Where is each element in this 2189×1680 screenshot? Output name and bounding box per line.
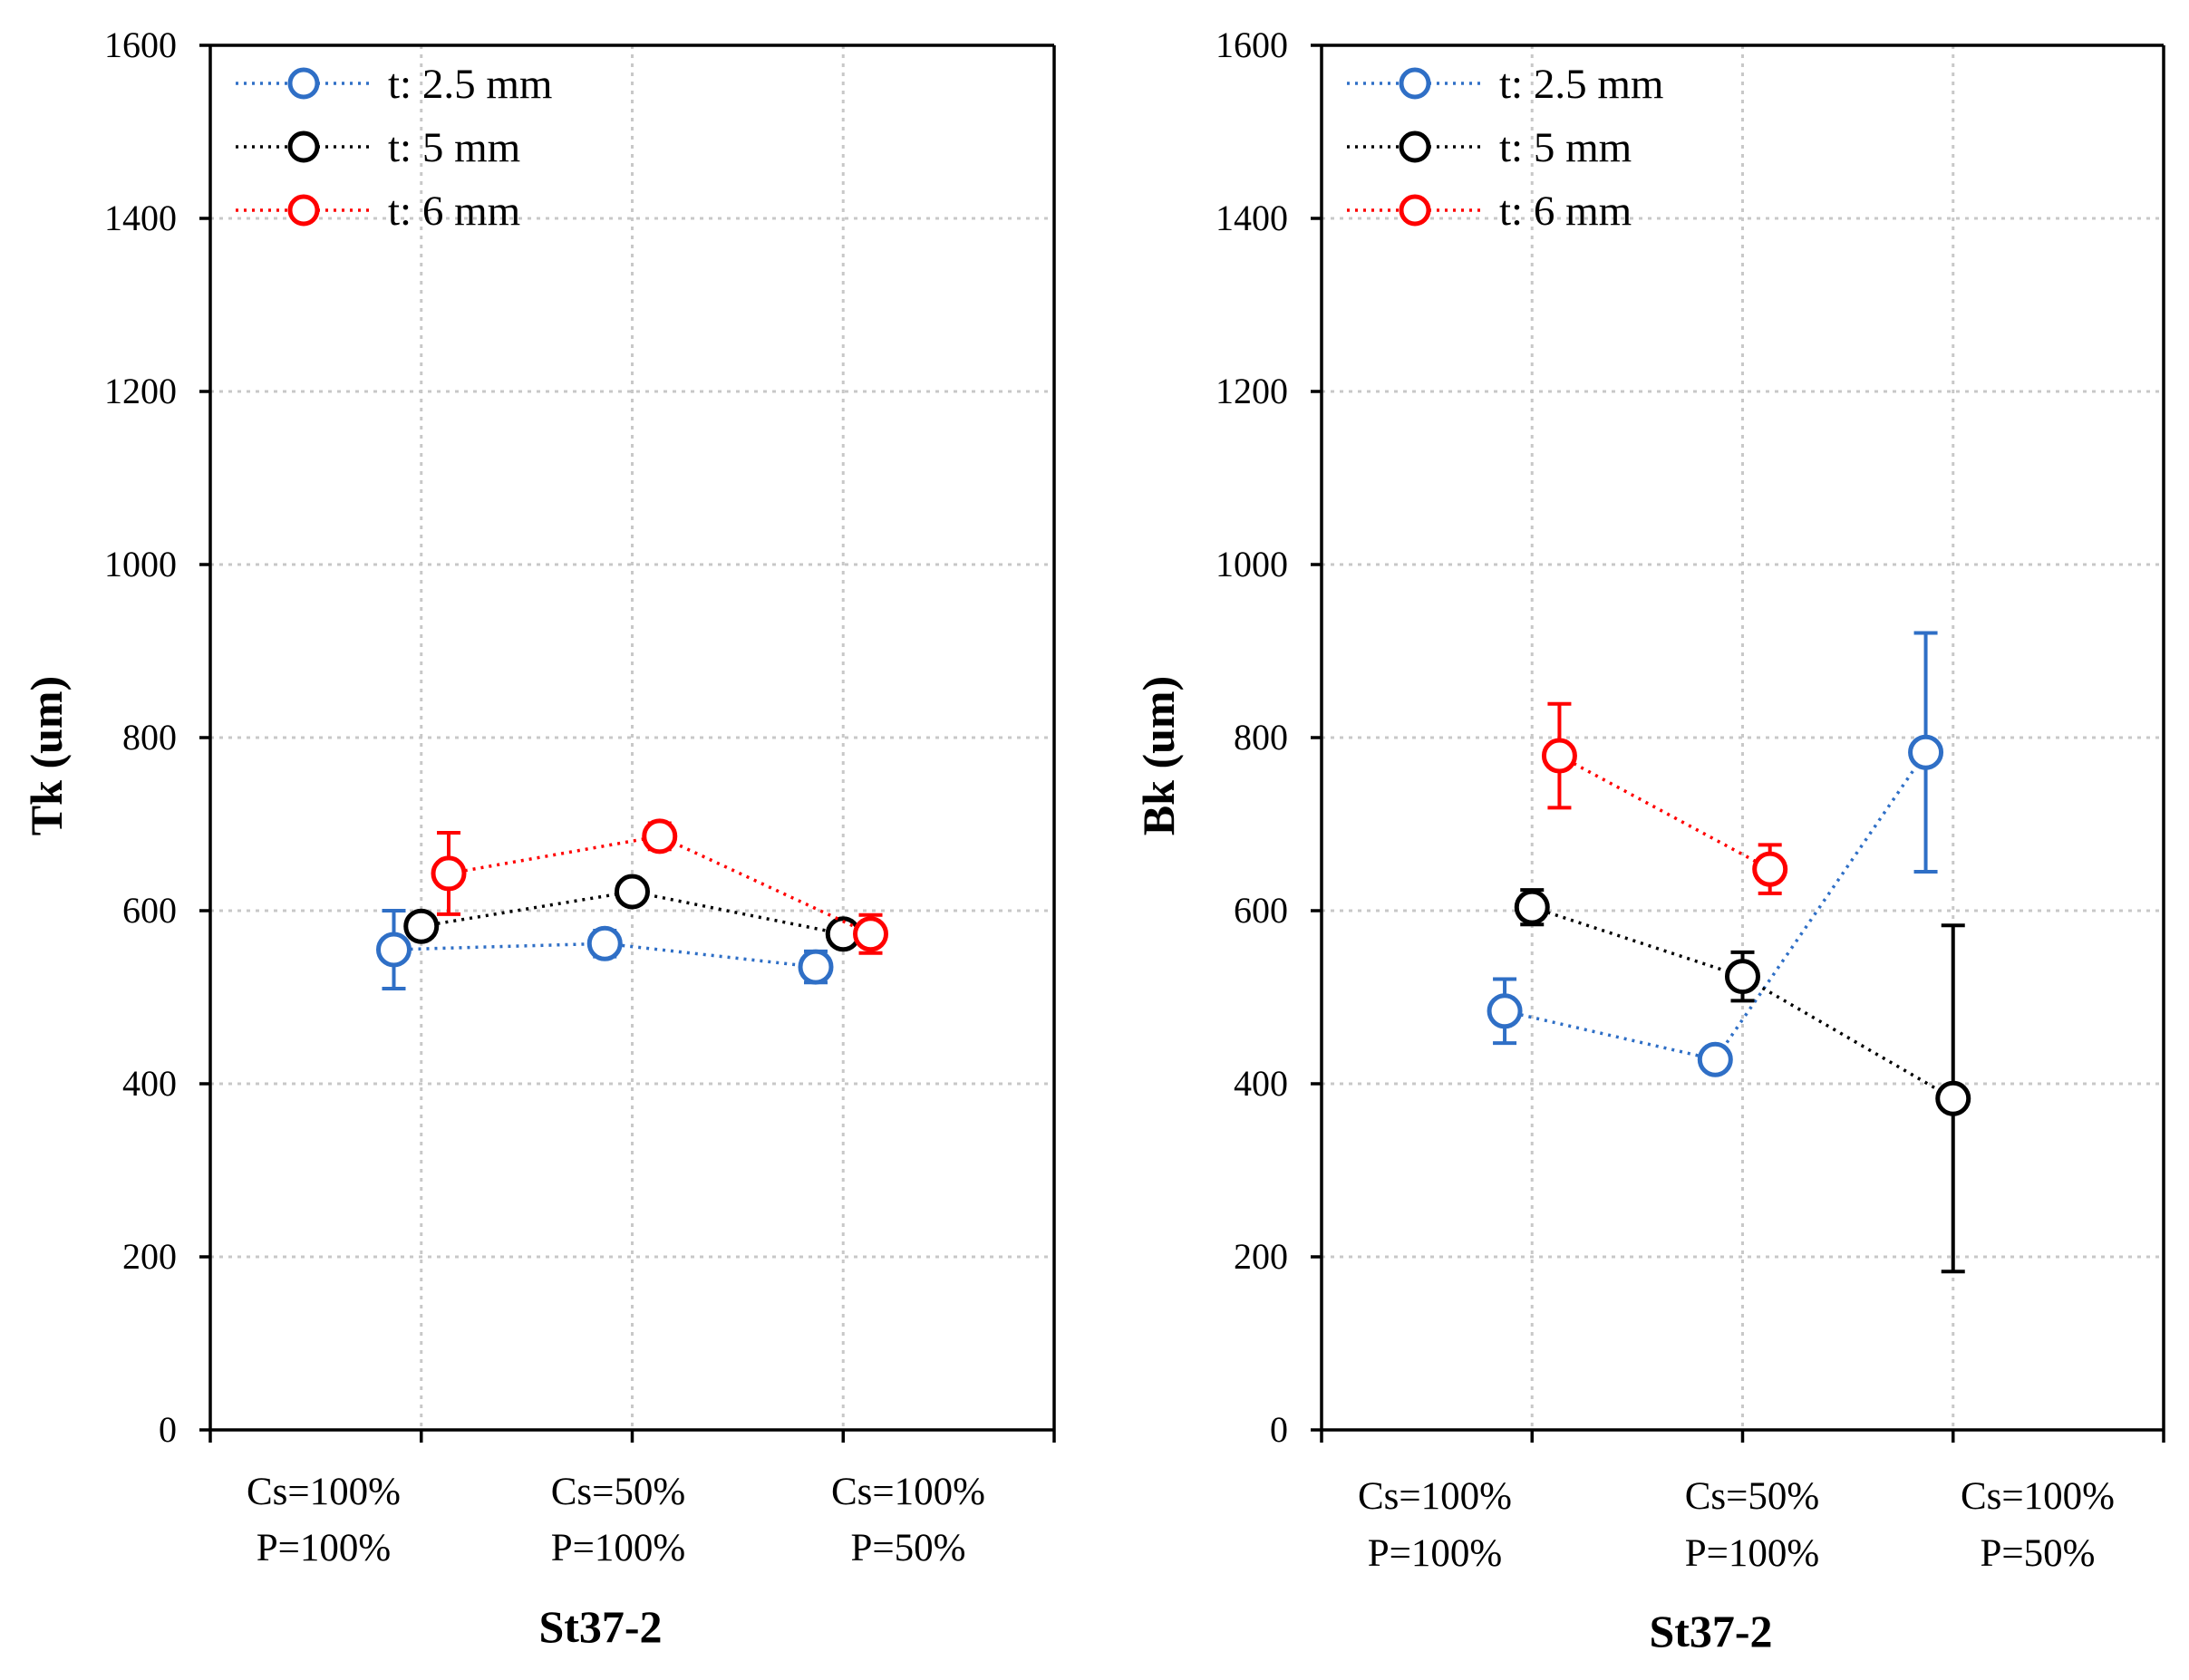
data-point <box>615 874 650 910</box>
x-category-label: P=100% <box>1368 1532 1502 1575</box>
series-0 <box>375 909 834 990</box>
series-line <box>393 941 817 969</box>
legend-label: t: 2.5 mm <box>1499 61 1663 108</box>
data-point <box>642 818 678 854</box>
y-tick-label: 200 <box>122 1236 177 1277</box>
y-tick-label: 800 <box>122 717 177 758</box>
y-tick-label: 1600 <box>1216 24 1288 65</box>
x-category-label: Cs=100% <box>247 1471 401 1513</box>
series-2 <box>1541 701 1788 895</box>
series-line <box>1504 751 1928 1062</box>
x-category-label: P=100% <box>1685 1532 1819 1575</box>
y-tick-label: 800 <box>1234 717 1288 758</box>
y-tick-label: 1200 <box>104 371 177 411</box>
data-point <box>1541 738 1577 774</box>
y-tick-label: 200 <box>1234 1236 1288 1277</box>
data-point <box>375 932 412 968</box>
data-point <box>1752 851 1788 887</box>
x-category-label: P=50% <box>851 1527 966 1569</box>
legend-marker <box>287 130 320 163</box>
data-point <box>1908 734 1944 770</box>
series-1 <box>1514 888 1971 1274</box>
data-point <box>1725 959 1760 995</box>
data-point <box>1697 1041 1733 1077</box>
y-tick-label: 0 <box>159 1409 177 1450</box>
x-category-label: Cs=100% <box>1358 1475 1512 1518</box>
y-tick-label: 600 <box>122 890 177 931</box>
legend-label: t: 6 mm <box>388 188 520 235</box>
legend-label: t: 6 mm <box>1499 188 1632 235</box>
x-category-label: Cs=100% <box>831 1471 985 1513</box>
y-tick-label: 1200 <box>1216 371 1288 411</box>
y-axis-title: Bk (um) <box>1133 676 1184 835</box>
y-tick-label: 1000 <box>1216 544 1288 584</box>
y-tick-label: 400 <box>122 1063 177 1104</box>
tk-chart: 0 200 400 600 800 1000 1200 1400 1600 Cs=100% P=10… <box>21 24 1056 1652</box>
data-point <box>403 908 440 944</box>
series-line <box>1558 754 1771 871</box>
data-point <box>798 949 834 985</box>
bk-chart: 0 200 400 600 800 1000 1200 1400 1600 Cs=100% P=10… <box>1133 24 2165 1656</box>
x-category-label: P=100% <box>257 1527 391 1569</box>
x-axis-title: St37-2 <box>538 1601 662 1652</box>
legend-label: t: 2.5 mm <box>388 61 552 108</box>
data-point <box>853 916 889 952</box>
series-0 <box>1487 631 1944 1077</box>
y-axis-title: Tk (um) <box>21 676 72 835</box>
y-tick-label: 1400 <box>104 198 177 238</box>
x-category-label: Cs=100% <box>1961 1475 2115 1518</box>
legend-label: t: 5 mm <box>388 124 520 171</box>
legend-marker <box>287 67 320 100</box>
y-tick-label: 1600 <box>104 24 177 65</box>
series-1 <box>403 874 861 952</box>
data-point <box>1514 889 1550 925</box>
data-point <box>431 855 467 892</box>
x-category-label: P=50% <box>1981 1532 2096 1575</box>
y-tick-label: 1000 <box>104 544 177 584</box>
legend-marker <box>1399 194 1431 227</box>
y-tick-label: 400 <box>1234 1063 1288 1104</box>
x-category-label: Cs=50% <box>551 1471 685 1513</box>
series-2 <box>431 818 889 955</box>
data-point <box>1487 993 1523 1029</box>
x-axis-title: St37-2 <box>1649 1606 1772 1656</box>
y-tick-label: 600 <box>1234 890 1288 931</box>
y-tick-label: 1400 <box>1216 198 1288 238</box>
data-point <box>586 925 623 961</box>
y-tick-label: 0 <box>1270 1409 1288 1450</box>
x-category-label: P=100% <box>551 1527 685 1569</box>
data-point <box>1935 1080 1971 1116</box>
x-category-label: Cs=50% <box>1685 1475 1819 1518</box>
legend-marker <box>287 194 320 227</box>
legend-label: t: 5 mm <box>1499 124 1632 171</box>
legend-marker <box>1399 67 1431 100</box>
legend-marker <box>1399 130 1431 163</box>
